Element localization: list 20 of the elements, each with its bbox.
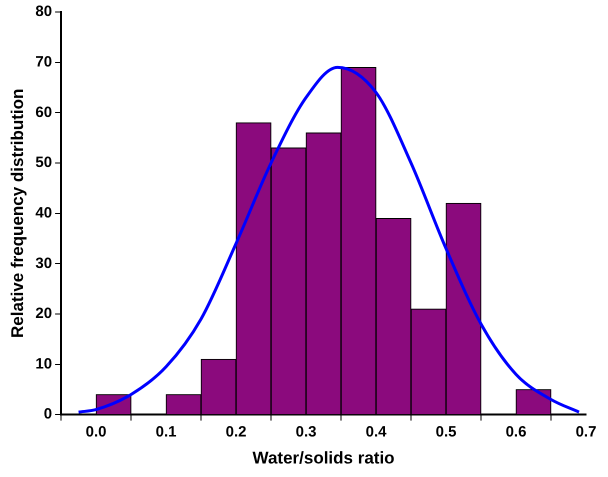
x-tick-label: 0.6 — [506, 424, 526, 441]
line-series — [77, 66, 580, 414]
y-tick-label: 0 — [44, 406, 52, 423]
x-tick-label: 0.4 — [366, 424, 388, 441]
y-axis-title: Relative frequency distribution — [8, 88, 27, 338]
x-axis-title: Water/solids ratio — [252, 448, 395, 468]
y-tick-label: 10 — [35, 355, 52, 372]
y-tick-label: 70 — [35, 53, 52, 70]
y-tick-label: 40 — [35, 204, 52, 222]
y-tick-label: 60 — [35, 104, 52, 121]
x-tick-label: 0.7 — [576, 424, 596, 441]
x-tick-label: 0.1 — [156, 424, 176, 441]
y-tick-label: 20 — [35, 305, 52, 322]
y-tick-label: 80 — [35, 3, 52, 20]
x-tick-label: 0.0 — [86, 424, 107, 441]
x-tick-label: 0.2 — [226, 424, 246, 441]
x-tick-label: 0.5 — [436, 424, 456, 441]
x-tick-label: 0.3 — [296, 424, 316, 441]
y-tick-label: 50 — [35, 154, 52, 172]
y-tick-label: 30 — [35, 254, 52, 272]
